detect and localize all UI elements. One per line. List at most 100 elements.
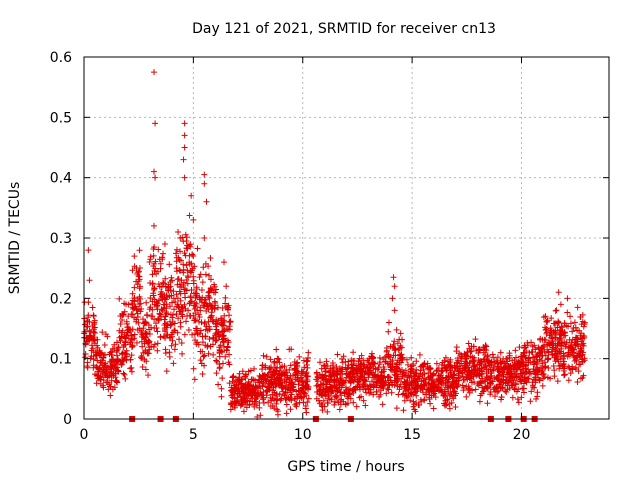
data-point	[151, 316, 158, 323]
data-point	[299, 384, 306, 391]
data-point	[574, 378, 581, 385]
data-point	[403, 394, 410, 401]
data-point	[199, 348, 206, 355]
data-point	[206, 336, 213, 343]
data-point	[304, 364, 311, 371]
data-point	[251, 365, 258, 372]
data-point	[429, 383, 436, 390]
data-point	[226, 351, 233, 358]
x-tick-label: 0	[80, 427, 89, 443]
data-point	[471, 369, 478, 376]
data-point	[569, 328, 576, 335]
data-point	[197, 271, 204, 278]
data-point	[155, 316, 162, 323]
data-point	[216, 365, 223, 372]
data-point	[91, 324, 98, 331]
data-point	[213, 337, 220, 344]
data-point	[272, 392, 279, 399]
data-point	[358, 361, 365, 368]
data-point	[424, 360, 431, 367]
data-point	[358, 373, 365, 380]
data-point	[288, 391, 295, 398]
data-point	[204, 343, 211, 350]
data-point	[99, 329, 106, 336]
data-point	[368, 378, 375, 385]
data-point	[171, 306, 178, 313]
data-point	[269, 395, 276, 402]
data-point	[377, 391, 384, 398]
data-point	[147, 294, 154, 301]
data-point	[305, 383, 312, 390]
data-point	[478, 371, 485, 378]
data-point	[293, 403, 300, 410]
data-point	[91, 317, 98, 324]
data-point	[135, 319, 142, 326]
data-point	[278, 373, 285, 380]
data-point	[133, 306, 140, 313]
data-point	[356, 355, 363, 362]
data-point	[298, 394, 305, 401]
data-point	[160, 250, 167, 257]
data-point	[461, 376, 468, 383]
data-point	[197, 327, 204, 334]
data-point	[402, 388, 409, 395]
data-point	[290, 372, 297, 379]
data-point	[491, 374, 498, 381]
data-point	[572, 342, 579, 349]
data-point	[529, 343, 536, 350]
data-point	[561, 358, 568, 365]
data-point	[571, 358, 578, 365]
data-point	[186, 300, 193, 307]
data-point	[367, 363, 374, 370]
data-point	[529, 368, 536, 375]
data-point	[193, 284, 200, 291]
data-point	[153, 270, 160, 277]
data-point	[172, 341, 179, 348]
data-point	[347, 378, 354, 385]
data-point	[380, 364, 387, 371]
data-point	[168, 342, 175, 349]
data-point	[143, 338, 150, 345]
data-point	[561, 320, 568, 327]
data-point	[447, 356, 454, 363]
data-point	[152, 258, 159, 265]
data-point	[115, 368, 122, 375]
data-point	[289, 387, 296, 394]
data-point	[468, 343, 475, 350]
data-point	[437, 374, 444, 381]
data-point	[123, 318, 130, 325]
data-point	[385, 386, 392, 393]
data-point	[262, 373, 269, 380]
data-point	[219, 322, 226, 329]
data-point	[481, 378, 488, 385]
data-point	[183, 245, 190, 252]
data-point	[456, 362, 463, 369]
data-point	[488, 359, 495, 366]
data-point	[104, 333, 111, 340]
data-point	[293, 388, 300, 395]
data-point	[534, 356, 541, 363]
data-point	[151, 69, 157, 76]
data-point	[271, 389, 278, 396]
data-point	[387, 343, 394, 350]
data-point	[224, 305, 231, 312]
data-point	[138, 353, 145, 360]
data-point	[394, 340, 401, 347]
data-point	[266, 385, 273, 392]
data-point	[371, 360, 378, 367]
data-point	[391, 338, 398, 345]
data-point	[415, 402, 422, 409]
data-point	[480, 344, 487, 351]
data-point	[490, 354, 497, 361]
data-point	[183, 262, 190, 269]
data-point	[313, 369, 320, 376]
data-point	[251, 403, 258, 410]
data-point	[348, 357, 355, 364]
data-point	[524, 342, 531, 349]
data-point	[358, 393, 365, 400]
data-point	[282, 369, 289, 376]
data-point	[463, 393, 470, 400]
data-point	[391, 283, 398, 290]
data-point	[242, 373, 249, 380]
